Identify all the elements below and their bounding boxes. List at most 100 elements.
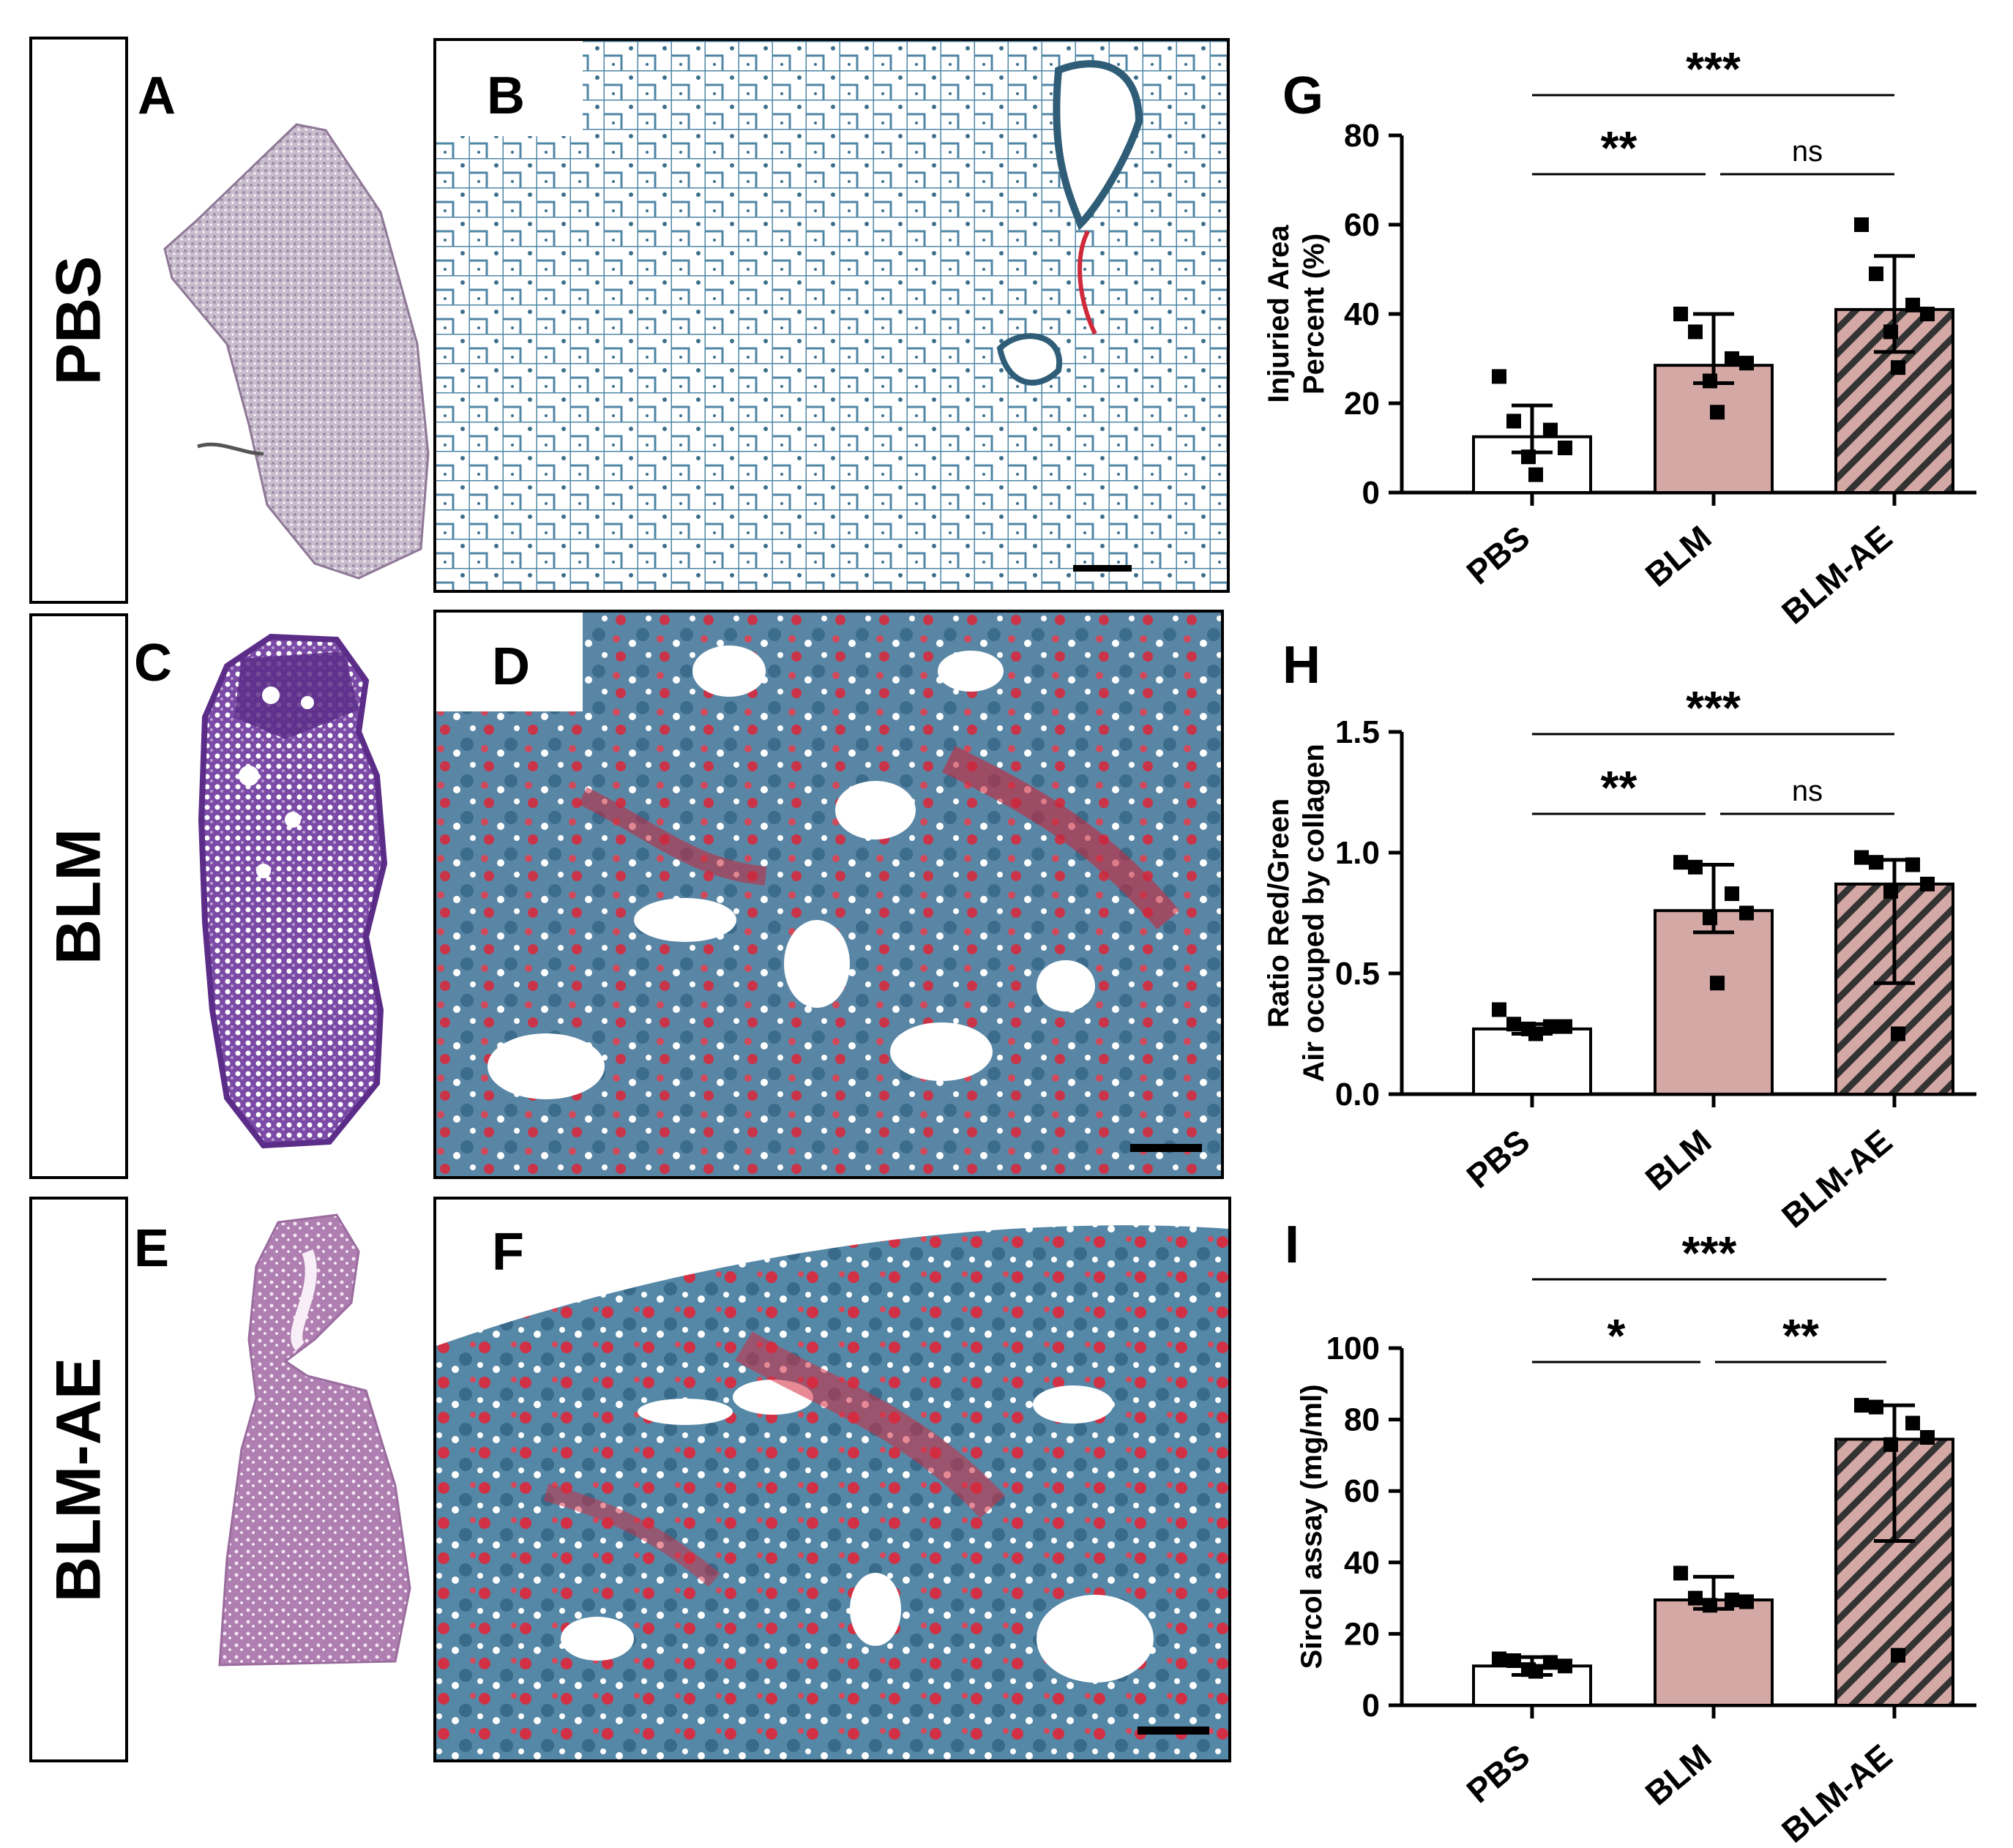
chart-g-data-point <box>1703 373 1717 389</box>
chart-g-significance-label: *** <box>1686 42 1741 95</box>
chart-h-data-point <box>1891 1026 1905 1041</box>
chart-i-x-tick-label: BLM-AE <box>1774 1737 1899 1848</box>
chart-g-y-tick-label: 40 <box>1344 296 1380 332</box>
chart-h-data-point <box>1710 976 1725 991</box>
chart-g-y-tick-label: 0 <box>1362 475 1380 511</box>
chart-g-data-point <box>1891 360 1905 375</box>
chart-g-data-point <box>1739 356 1754 371</box>
chart-h-y-axis-label: Air occuped by collagen <box>1298 744 1330 1082</box>
micrograph-blm-ae <box>433 1197 1231 1762</box>
chart-i-y-tick-label: 0 <box>1362 1688 1380 1724</box>
chart-i-data-point <box>1891 1647 1905 1663</box>
panel-letter-a: A <box>138 67 176 125</box>
micrograph-pbs <box>433 38 1230 593</box>
chart-g-data-point <box>1506 414 1521 429</box>
chart-g-significance-label: ns <box>1792 135 1823 168</box>
chart-i-data-point <box>1703 1598 1717 1613</box>
chart-h-x-tick-label: BLM <box>1638 1122 1719 1198</box>
chart-i-y-axis-label: Sircol assay (mg/ml) <box>1296 1384 1328 1669</box>
chart-h-data-point <box>1688 859 1703 875</box>
chart-i-data-point <box>1528 1664 1543 1679</box>
chart-h-y-tick-label: 1.5 <box>1335 714 1380 750</box>
chart-i-y-tick-label: 20 <box>1344 1616 1380 1652</box>
chart-i-data-point <box>1673 1565 1688 1581</box>
chart-h-y-tick-label: 0.0 <box>1335 1077 1380 1112</box>
chart-h-data-point <box>1673 855 1688 870</box>
chart-i-data-point <box>1869 1399 1883 1415</box>
chart-i-y-tick-label: 60 <box>1344 1473 1380 1509</box>
chart-h-significance-label: ** <box>1601 761 1637 814</box>
panel-letter-d: D <box>492 637 530 696</box>
row-label-blm-ae: BLM-AE <box>29 1197 128 1762</box>
chart-g-data-point <box>1883 324 1898 340</box>
chart-g-y-axis-label: Injuried Area <box>1263 225 1295 403</box>
panel-letter-b: B <box>487 67 525 125</box>
chart-g-y-axis-label: Percent (%) <box>1298 233 1330 394</box>
chart-i-data-point <box>1905 1415 1920 1431</box>
micrograph-blm <box>433 610 1224 1179</box>
panel-letter-f: F <box>492 1223 524 1282</box>
chart-i-data-point <box>1506 1653 1521 1668</box>
chart-h-bar-blm <box>1654 909 1774 1096</box>
chart-g-data-point <box>1688 324 1703 340</box>
chart-h-data-point <box>1558 1019 1572 1034</box>
chart-h-data-point <box>1905 857 1920 872</box>
chart-i-x-tick-label: BLM <box>1638 1737 1719 1813</box>
chart-h-y-tick-label: 0.5 <box>1335 956 1380 992</box>
chart-g-y-tick-label: 20 <box>1344 386 1380 422</box>
chart-i-bar-blm <box>1654 1598 1774 1707</box>
chart-h-data-point <box>1528 1026 1543 1041</box>
chart-g-significance-label: ** <box>1601 121 1637 174</box>
chart-g-data-point <box>1869 266 1883 282</box>
chart-i-significance-label: *** <box>1682 1227 1737 1279</box>
chart-g-data-point <box>1543 422 1558 438</box>
row-label-pbs: PBS <box>29 37 128 604</box>
chart-i-significance-label: * <box>1607 1309 1626 1362</box>
chart-h-significance-label: ns <box>1792 775 1823 807</box>
chart-h-significance-label: *** <box>1686 681 1741 734</box>
chart-g-x-tick-label: PBS <box>1460 518 1537 592</box>
chart-g-y-tick-label: 60 <box>1344 207 1380 243</box>
whole-lung-section-blm-ae <box>218 1213 411 1666</box>
chart-h-data-point <box>1920 876 1935 891</box>
chart-i-data-point <box>1883 1437 1898 1452</box>
chart-g-data-point <box>1528 467 1543 482</box>
chart-h-data-point <box>1725 886 1739 902</box>
chart-i-data-point <box>1739 1594 1754 1609</box>
chart-g-data-point <box>1558 441 1572 455</box>
whole-lung-section-pbs <box>163 123 430 580</box>
chart-h-data-point <box>1703 910 1717 926</box>
panel-letter-e: E <box>134 1219 170 1278</box>
chart-h-x-tick-label: BLM-AE <box>1774 1122 1899 1235</box>
chart-i-x-tick-label: PBS <box>1460 1737 1537 1811</box>
panel-letter-i: I <box>1285 1216 1300 1274</box>
chart-g-data-point <box>1854 217 1869 232</box>
chart-h-y-tick-label: 1.0 <box>1335 835 1380 871</box>
chart-i-data-point <box>1725 1593 1739 1608</box>
chart-i-y-tick-label: 40 <box>1344 1545 1380 1581</box>
chart-i-data-point <box>1920 1430 1935 1445</box>
chart-h-data-point <box>1492 1002 1506 1017</box>
chart-g-data-point <box>1492 369 1506 384</box>
chart-i-data-point <box>1854 1398 1869 1413</box>
chart-i-data-point <box>1492 1651 1506 1666</box>
chart-i-y-tick-label: 100 <box>1326 1331 1380 1366</box>
chart-h-data-point <box>1739 905 1754 921</box>
whole-lung-section-blm <box>198 633 388 1149</box>
panel-letter-g: G <box>1282 67 1324 125</box>
chart-i-y-tick-label: 80 <box>1344 1402 1380 1438</box>
chart-g-data-point <box>1725 351 1739 366</box>
chart-h-data-point <box>1883 883 1898 899</box>
chart-i-significance-label: ** <box>1782 1309 1819 1362</box>
chart-g-y-tick-label: 80 <box>1344 118 1380 154</box>
chart-i-data-point <box>1558 1658 1572 1674</box>
chart-h-y-axis-label: Ratio Red/Green <box>1263 798 1295 1028</box>
chart-i-data-point <box>1688 1590 1703 1606</box>
chart-g-data-point <box>1905 297 1920 313</box>
chart-h-data-point <box>1543 1019 1558 1034</box>
chart-g-data-point <box>1521 449 1536 465</box>
chart-i-data-point <box>1543 1655 1558 1670</box>
chart-g-data-point <box>1710 405 1725 420</box>
chart-g-data-point <box>1920 307 1935 321</box>
